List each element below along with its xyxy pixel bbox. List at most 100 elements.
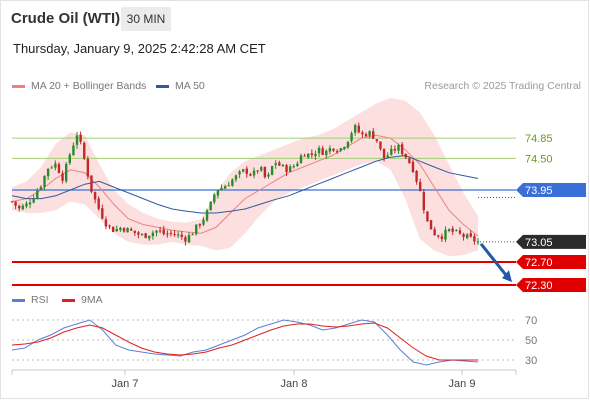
candle xyxy=(260,165,263,172)
time-tick-label: Jan 7 xyxy=(112,378,139,390)
candle-body xyxy=(191,234,194,236)
candle-body xyxy=(278,162,281,166)
candle xyxy=(437,234,440,239)
candle-body xyxy=(375,139,379,142)
candle xyxy=(202,217,205,227)
candle-body xyxy=(213,194,216,203)
candle-body xyxy=(198,224,202,226)
candle xyxy=(195,224,198,236)
candle xyxy=(350,131,353,144)
candle xyxy=(216,190,220,199)
candle-body xyxy=(119,227,122,230)
candle-body xyxy=(415,170,418,182)
candle-body xyxy=(400,144,404,155)
candle xyxy=(21,203,25,211)
candle-body xyxy=(455,230,458,232)
candle-body xyxy=(372,131,375,139)
candle-body xyxy=(252,170,256,176)
target-arrow-head-icon xyxy=(502,270,512,283)
candle-body xyxy=(231,179,234,186)
candle-body xyxy=(50,167,53,169)
candle xyxy=(469,230,472,238)
candle xyxy=(252,167,256,179)
candle-body xyxy=(256,170,259,172)
candle-body xyxy=(473,236,476,242)
candle xyxy=(288,164,292,173)
candle xyxy=(400,142,404,157)
candle-body xyxy=(133,230,137,233)
candle-body xyxy=(162,229,165,234)
candle-body xyxy=(220,188,223,191)
candle-body xyxy=(307,153,310,158)
candle-body xyxy=(339,148,342,151)
candle xyxy=(411,159,415,174)
bollinger-band-area xyxy=(12,97,478,257)
candle xyxy=(390,145,393,156)
candle-body xyxy=(437,235,440,237)
candle-body xyxy=(234,175,238,180)
candle-body xyxy=(267,174,270,177)
level-labels-layer: 74.85 74.50 73.95 73.05 72.70 72.30 xyxy=(479,133,586,292)
candle-body xyxy=(379,141,382,149)
candle xyxy=(307,153,310,159)
candle xyxy=(292,164,295,169)
candle-body xyxy=(408,158,411,163)
legend-ma20: MA 20 + Bollinger Bands xyxy=(12,80,146,92)
time-axis: Jan 7 Jan 8 Jan 9 xyxy=(11,369,517,390)
candle xyxy=(111,226,115,233)
candle xyxy=(303,153,306,157)
candle-body xyxy=(404,153,407,158)
candle-body xyxy=(176,234,180,236)
candle-body xyxy=(227,185,230,187)
candle-body xyxy=(325,150,328,156)
candle-body xyxy=(18,205,21,209)
candle-body xyxy=(46,168,50,177)
candle xyxy=(285,163,288,177)
candle-body xyxy=(126,227,129,233)
candle-body xyxy=(292,166,295,168)
resistance-label-2: 74.50 xyxy=(525,153,553,165)
candle-body xyxy=(303,155,306,157)
candle-body xyxy=(296,163,299,167)
candle xyxy=(455,229,458,232)
candle-body xyxy=(223,186,227,189)
legend-ma50: MA 50 xyxy=(156,80,205,92)
candle-body xyxy=(263,166,267,178)
candle xyxy=(155,230,158,237)
candle xyxy=(122,227,126,233)
candle-body xyxy=(166,233,169,235)
candle-body xyxy=(469,233,472,237)
resistance-label-1: 74.85 xyxy=(525,133,553,145)
candle xyxy=(408,156,411,164)
candle-body xyxy=(476,241,480,243)
candle-body xyxy=(68,154,71,164)
legend-9ma: 9MA xyxy=(62,294,103,306)
candle xyxy=(108,224,111,230)
candle xyxy=(256,169,259,174)
candle xyxy=(444,226,447,243)
candle-body xyxy=(93,191,97,200)
candle-body xyxy=(447,228,451,231)
candle-body xyxy=(61,173,64,181)
candle-body xyxy=(64,163,68,182)
candle xyxy=(191,232,194,236)
candle xyxy=(133,230,137,237)
candle xyxy=(458,227,462,235)
candle xyxy=(54,160,57,171)
candle-body xyxy=(158,230,162,232)
candle-body xyxy=(202,219,205,225)
candle xyxy=(151,230,155,240)
candle xyxy=(263,166,267,179)
candle xyxy=(158,226,162,234)
candle-body xyxy=(148,235,151,239)
candle xyxy=(25,201,28,209)
candle xyxy=(245,166,249,178)
candle xyxy=(104,216,108,230)
candle xyxy=(238,169,241,179)
level-lines-layer xyxy=(12,137,516,286)
timeframe-button[interactable]: 30 MIN xyxy=(121,7,171,31)
candle xyxy=(321,145,324,156)
candle-body xyxy=(32,198,35,203)
candle-body xyxy=(115,228,118,232)
candle-body xyxy=(83,142,86,159)
